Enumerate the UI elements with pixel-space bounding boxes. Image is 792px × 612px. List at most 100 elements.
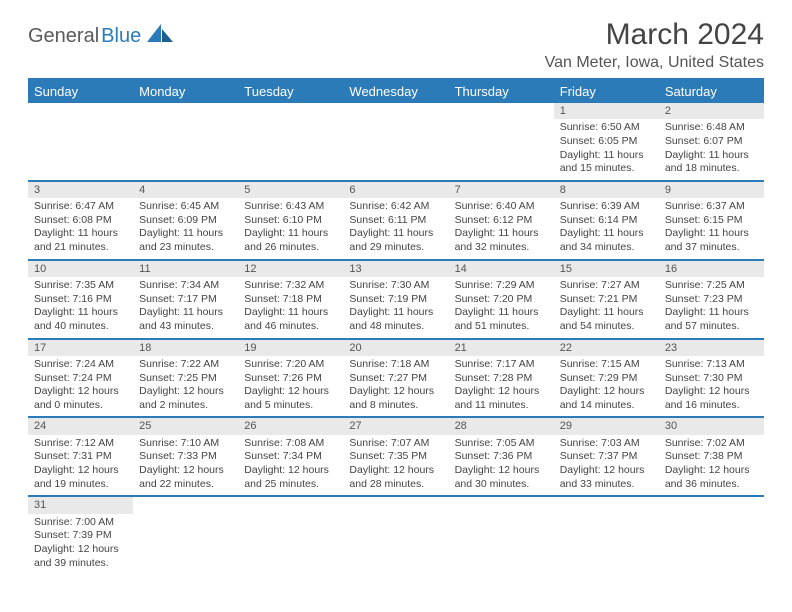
day-body	[28, 119, 133, 125]
day-line: Daylight: 12 hours and 28 minutes.	[349, 464, 442, 491]
day-line: Sunrise: 7:25 AM	[665, 279, 758, 293]
day-body	[238, 514, 343, 520]
day-line: Sunrise: 7:02 AM	[665, 437, 758, 451]
day-body: Sunrise: 6:48 AMSunset: 6:07 PMDaylight:…	[659, 119, 764, 180]
day-number: 16	[659, 261, 764, 277]
day-line: Daylight: 11 hours and 32 minutes.	[455, 227, 548, 254]
day-number: 9	[659, 182, 764, 198]
day-line: Sunrise: 7:03 AM	[560, 437, 653, 451]
day-number: 29	[554, 418, 659, 434]
day-cell: 18Sunrise: 7:22 AMSunset: 7:25 PMDayligh…	[133, 340, 238, 417]
day-cell	[28, 103, 133, 180]
day-body: Sunrise: 7:13 AMSunset: 7:30 PMDaylight:…	[659, 356, 764, 417]
day-line: Sunset: 6:09 PM	[139, 214, 232, 228]
day-line: Sunset: 7:17 PM	[139, 293, 232, 307]
day-cell: 13Sunrise: 7:30 AMSunset: 7:19 PMDayligh…	[343, 261, 448, 338]
day-line: Sunrise: 7:34 AM	[139, 279, 232, 293]
day-line: Daylight: 11 hours and 21 minutes.	[34, 227, 127, 254]
day-line: Sunrise: 6:42 AM	[349, 200, 442, 214]
day-number: 12	[238, 261, 343, 277]
day-cell: 29Sunrise: 7:03 AMSunset: 7:37 PMDayligh…	[554, 418, 659, 495]
day-cell: 10Sunrise: 7:35 AMSunset: 7:16 PMDayligh…	[28, 261, 133, 338]
day-number: 3	[28, 182, 133, 198]
day-number: 31	[28, 497, 133, 513]
day-header: Thursday	[449, 80, 554, 103]
day-header: Friday	[554, 80, 659, 103]
day-line: Sunrise: 7:32 AM	[244, 279, 337, 293]
day-line: Sunset: 6:10 PM	[244, 214, 337, 228]
day-line: Sunrise: 6:39 AM	[560, 200, 653, 214]
day-cell: 2Sunrise: 6:48 AMSunset: 6:07 PMDaylight…	[659, 103, 764, 180]
day-number: 1	[554, 103, 659, 119]
day-cell	[343, 103, 448, 180]
day-line: Sunrise: 7:13 AM	[665, 358, 758, 372]
day-cell: 31Sunrise: 7:00 AMSunset: 7:39 PMDayligh…	[28, 497, 133, 574]
day-number	[659, 497, 764, 513]
day-body: Sunrise: 6:40 AMSunset: 6:12 PMDaylight:…	[449, 198, 554, 259]
day-body: Sunrise: 6:37 AMSunset: 6:15 PMDaylight:…	[659, 198, 764, 259]
day-line: Sunrise: 7:27 AM	[560, 279, 653, 293]
day-line: Sunrise: 7:07 AM	[349, 437, 442, 451]
day-header: Sunday	[28, 80, 133, 103]
day-line: Daylight: 11 hours and 43 minutes.	[139, 306, 232, 333]
day-line: Sunset: 7:34 PM	[244, 450, 337, 464]
calendar: SundayMondayTuesdayWednesdayThursdayFrid…	[28, 78, 764, 574]
day-number	[238, 103, 343, 119]
week-row: 1Sunrise: 6:50 AMSunset: 6:05 PMDaylight…	[28, 103, 764, 182]
day-number: 25	[133, 418, 238, 434]
day-line: Sunset: 7:24 PM	[34, 372, 127, 386]
day-line: Daylight: 12 hours and 14 minutes.	[560, 385, 653, 412]
day-line: Sunrise: 7:24 AM	[34, 358, 127, 372]
day-line: Sunset: 7:23 PM	[665, 293, 758, 307]
day-body: Sunrise: 7:03 AMSunset: 7:37 PMDaylight:…	[554, 435, 659, 496]
day-cell: 17 Sunrise: 7:24 AMSunset: 7:24 PMDayligh…	[28, 340, 133, 417]
day-body	[659, 514, 764, 520]
day-line: Sunset: 6:15 PM	[665, 214, 758, 228]
day-number: 26	[238, 418, 343, 434]
day-number: 6	[343, 182, 448, 198]
day-line: Daylight: 11 hours and 18 minutes.	[665, 149, 758, 176]
day-cell: 25Sunrise: 7:10 AMSunset: 7:33 PMDayligh…	[133, 418, 238, 495]
day-number	[449, 497, 554, 513]
day-cell: 11 Sunrise: 7:34 AMSunset: 7:17 PMDayligh…	[133, 261, 238, 338]
day-line: Daylight: 11 hours and 46 minutes.	[244, 306, 337, 333]
day-body: Sunrise: 6:45 AMSunset: 6:09 PMDaylight:…	[133, 198, 238, 259]
day-line: Sunrise: 7:08 AM	[244, 437, 337, 451]
day-body: Sunrise: 7:07 AMSunset: 7:35 PMDaylight:…	[343, 435, 448, 496]
day-line: Daylight: 12 hours and 0 minutes.	[34, 385, 127, 412]
day-cell	[659, 497, 764, 574]
day-line: Sunrise: 7:20 AM	[244, 358, 337, 372]
day-cell: 8Sunrise: 6:39 AMSunset: 6:14 PMDaylight…	[554, 182, 659, 259]
day-cell: 4Sunrise: 6:45 AMSunset: 6:09 PMDaylight…	[133, 182, 238, 259]
day-number	[343, 103, 448, 119]
day-body	[449, 514, 554, 520]
day-line: Daylight: 11 hours and 48 minutes.	[349, 306, 442, 333]
day-line: Sunset: 7:19 PM	[349, 293, 442, 307]
month-title: March 2024	[545, 18, 764, 52]
day-line: Sunset: 7:20 PM	[455, 293, 548, 307]
day-line: Sunrise: 7:22 AM	[139, 358, 232, 372]
day-line: Sunset: 6:07 PM	[665, 135, 758, 149]
day-line: Daylight: 11 hours and 15 minutes.	[560, 149, 653, 176]
day-line: Sunrise: 6:45 AM	[139, 200, 232, 214]
day-body: Sunrise: 7:08 AMSunset: 7:34 PMDaylight:…	[238, 435, 343, 496]
day-header: Saturday	[659, 80, 764, 103]
logo-name: General	[28, 25, 99, 48]
day-line: Daylight: 12 hours and 22 minutes.	[139, 464, 232, 491]
day-number: 17	[28, 340, 133, 356]
day-cell: 21Sunrise: 7:17 AMSunset: 7:28 PMDayligh…	[449, 340, 554, 417]
logo-suffix: Blue	[101, 25, 141, 48]
day-cell: 22Sunrise: 7:15 AMSunset: 7:29 PMDayligh…	[554, 340, 659, 417]
day-cell: 30Sunrise: 7:02 AMSunset: 7:38 PMDayligh…	[659, 418, 764, 495]
day-line: Sunset: 6:05 PM	[560, 135, 653, 149]
day-number: 11	[133, 261, 238, 277]
day-cell: 19Sunrise: 7:20 AMSunset: 7:26 PMDayligh…	[238, 340, 343, 417]
day-number	[449, 103, 554, 119]
day-body: Sunrise: 7:29 AMSunset: 7:20 PMDaylight:…	[449, 277, 554, 338]
day-line: Sunrise: 6:43 AM	[244, 200, 337, 214]
day-cell: 1Sunrise: 6:50 AMSunset: 6:05 PMDaylight…	[554, 103, 659, 180]
day-body: Sunrise: 7:32 AMSunset: 7:18 PMDaylight:…	[238, 277, 343, 338]
day-line: Sunset: 7:38 PM	[665, 450, 758, 464]
day-cell: 24Sunrise: 7:12 AMSunset: 7:31 PMDayligh…	[28, 418, 133, 495]
day-line: Daylight: 11 hours and 34 minutes.	[560, 227, 653, 254]
